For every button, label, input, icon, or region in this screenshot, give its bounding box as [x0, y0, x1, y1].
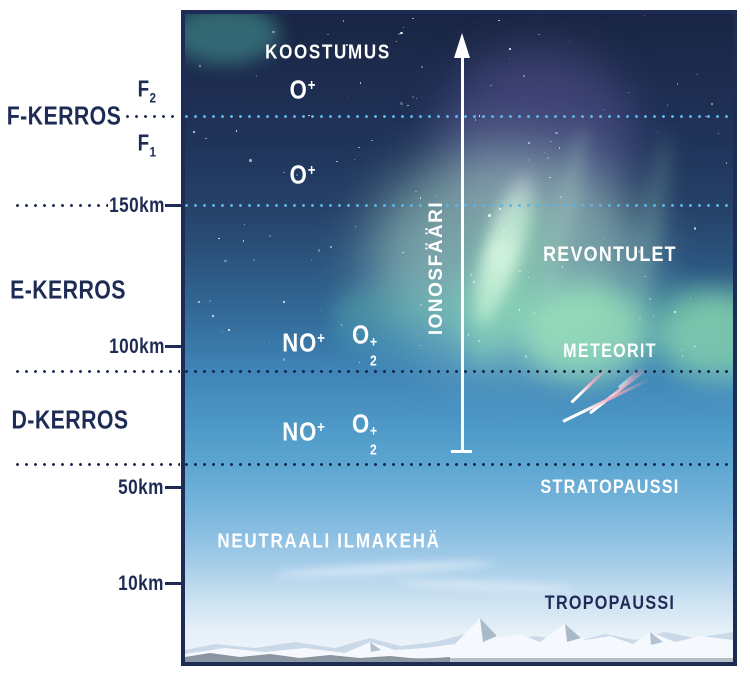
f1-sublayer-label: F1	[137, 129, 157, 161]
f1-f2-boundary-dotted-line	[185, 115, 733, 118]
altitude-150km-label: 150km	[109, 194, 165, 217]
f2-sublayer-label: F2	[137, 75, 157, 107]
altitude-100km-label: 100km	[109, 335, 165, 358]
alt-150-tick	[165, 204, 182, 207]
e-layer-label: E-KERROS	[10, 274, 126, 305]
ionosphere-arrow-base	[451, 450, 472, 453]
ion-o-plus-f2: O+	[289, 74, 317, 105]
ionosphere-arrow-head	[454, 33, 470, 58]
composition-title: KOOSTUMUS	[265, 41, 391, 64]
f-layer-dotted-line	[126, 115, 180, 118]
alt-10-tick	[165, 582, 182, 585]
alt-150-dotted-line	[16, 204, 108, 207]
tropopause-label: TROPOPAUSSI	[544, 593, 676, 614]
alt-100-tick	[165, 345, 182, 348]
ion-no-plus-e: NO+	[282, 327, 326, 358]
stratopause-label: STRATOPAUSSI	[540, 477, 680, 498]
e-d-boundary-dotted-line-panel	[185, 370, 733, 373]
d-layer-label: D-KERROS	[11, 404, 129, 435]
alt-50-tick	[165, 486, 182, 489]
meteors-label: METEORIT	[563, 341, 657, 362]
aurora-label: REVONTULET	[543, 243, 677, 266]
alt-150-dotted-line-panel	[185, 204, 733, 207]
ionosphere-arrow-line	[461, 56, 464, 450]
ion-o2-plus-d: O +2	[351, 408, 379, 459]
sky-panel: KOOSTUMUS O+ O+ IONOSFÄÄRI REVONTULET NO…	[181, 10, 737, 666]
ion-o2-plus-e: O +2	[351, 319, 379, 370]
neutral-atmosphere-label: NEUTRAALI ILMAKEHÄ	[217, 530, 441, 553]
e-d-boundary-dotted-line-margin	[16, 370, 180, 373]
ion-o-plus-f1: O+	[289, 159, 317, 190]
star-field	[185, 14, 733, 374]
d-lower-boundary-dotted-line-margin	[16, 463, 180, 466]
altitude-10km-label: 10km	[118, 572, 164, 595]
cloud-wisp-1	[274, 558, 496, 580]
f-layer-label: F-KERROS	[6, 100, 122, 131]
d-lower-boundary-dotted-line-panel	[185, 463, 733, 466]
mountain-range	[185, 618, 733, 662]
ionosphere-label: IONOSFÄÄRI	[426, 200, 447, 336]
ion-no-plus-d: NO+	[282, 416, 326, 447]
aurora-blob-left	[520, 286, 650, 381]
cloud-wisp-2	[394, 578, 576, 594]
altitude-50km-label: 50km	[118, 476, 164, 499]
